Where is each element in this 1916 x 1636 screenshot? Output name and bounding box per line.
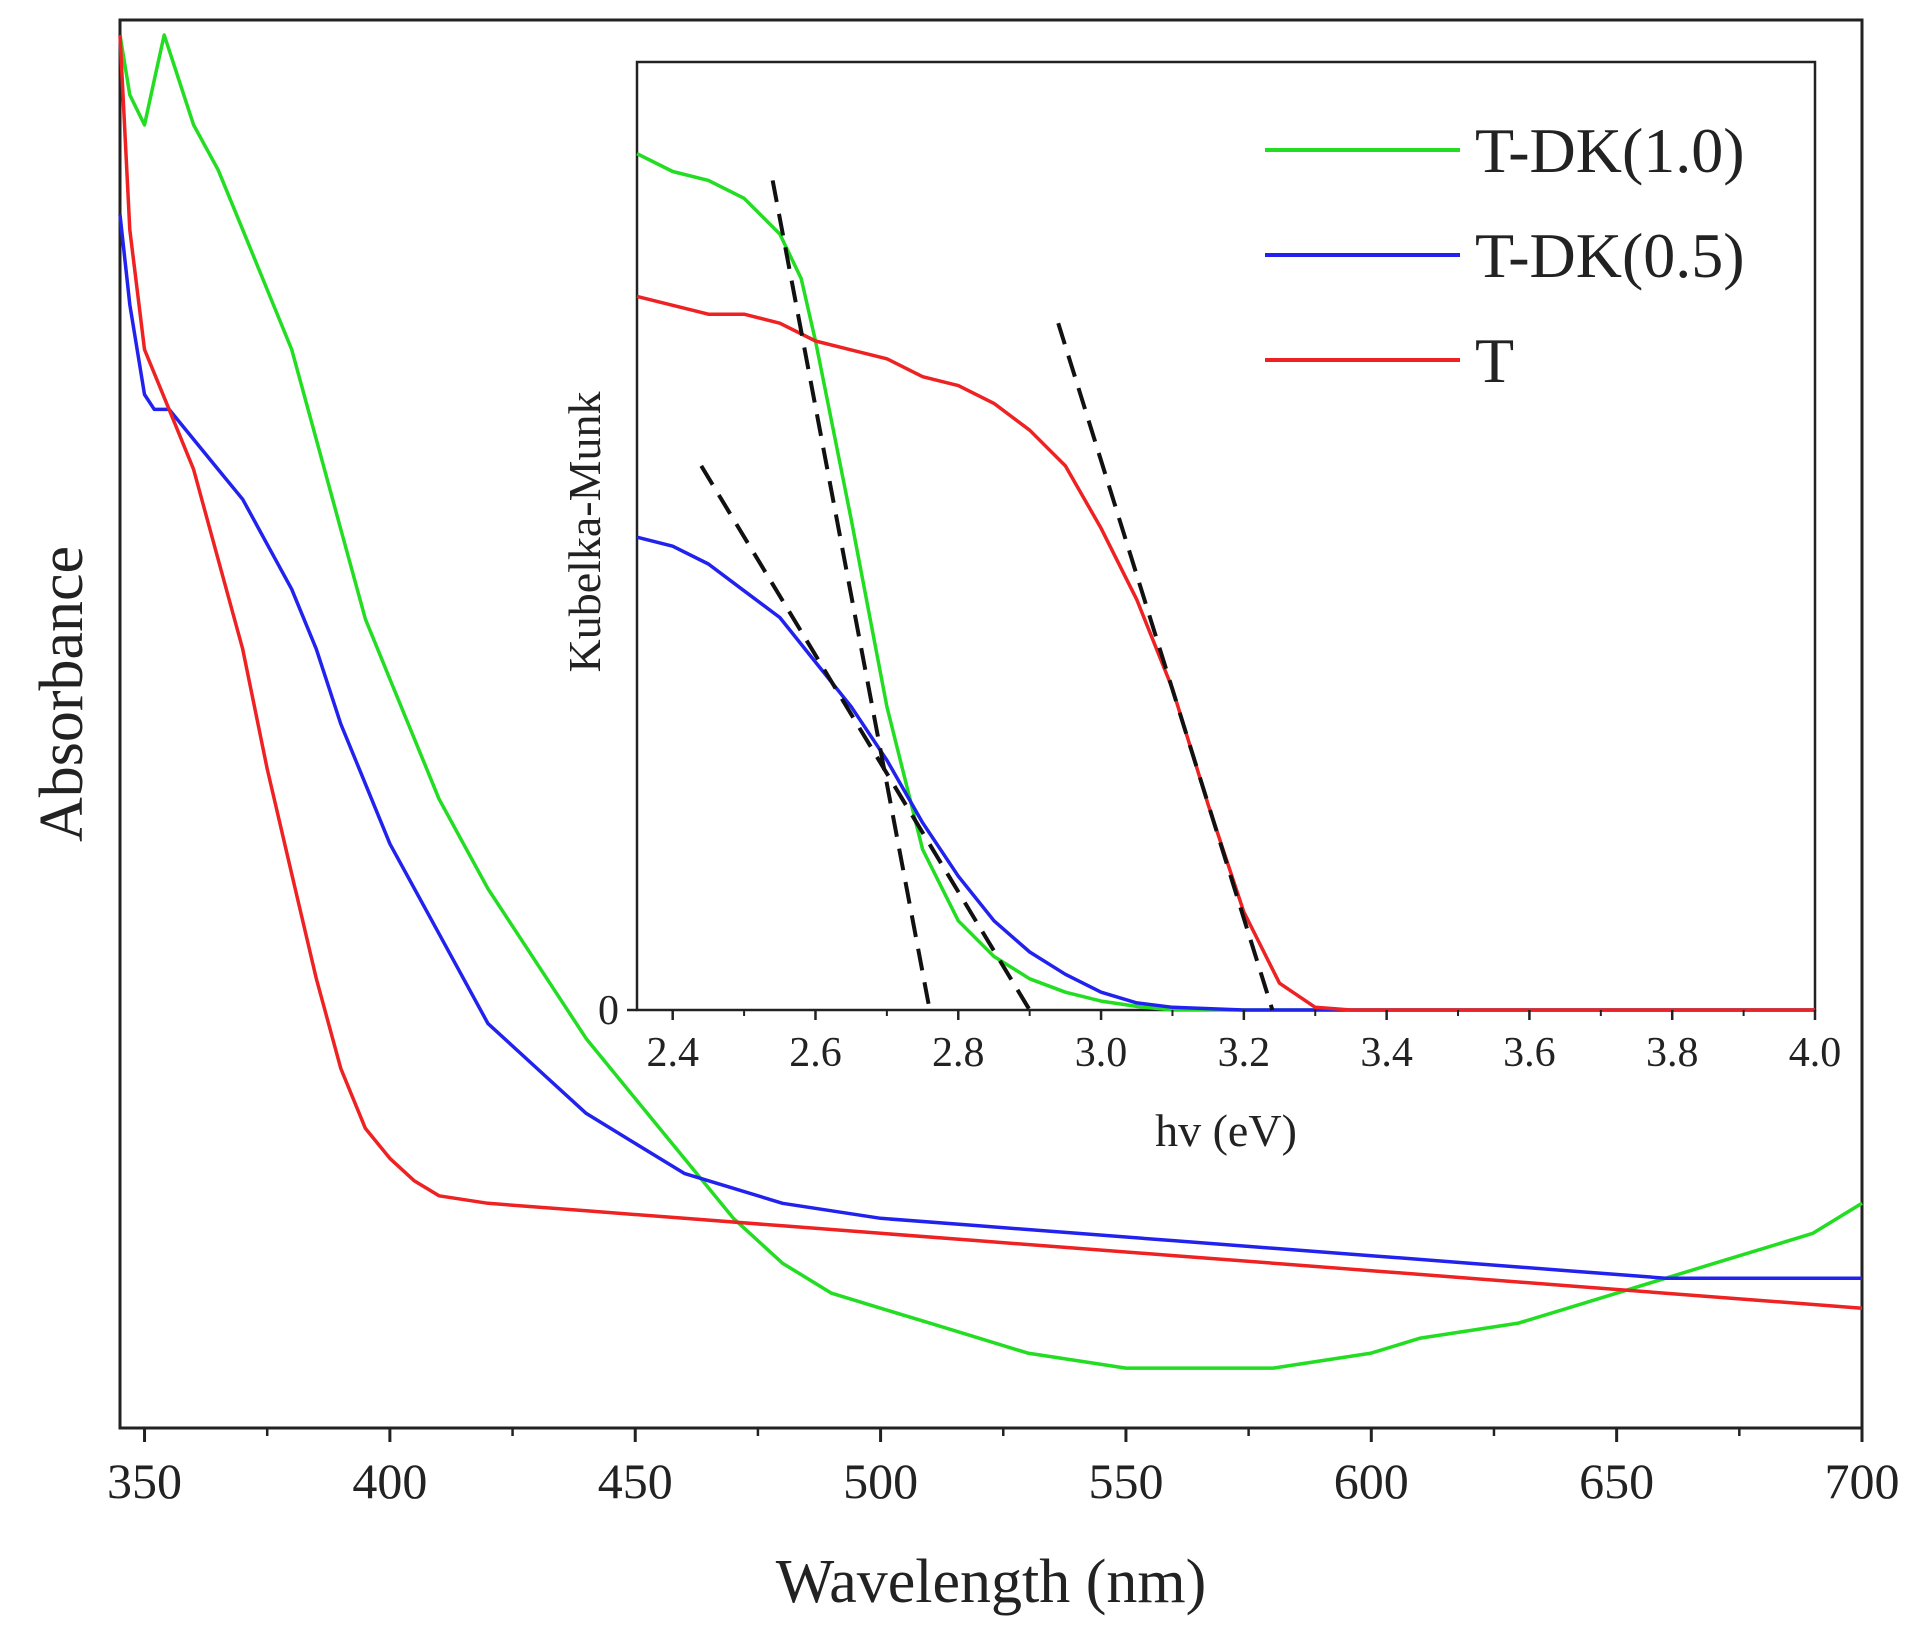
tangent-line-t-dk-0-5-fit [699,464,1032,1012]
legend-label-t: T [1475,325,1514,396]
inset-x-tick-label-3-4: 3.4 [1360,1030,1413,1076]
inset-series-t-dk-1-0 [636,152,1815,1012]
main-x-tick-label-350: 350 [107,1453,182,1509]
inset-x-tick-label-3-6: 3.6 [1503,1030,1556,1076]
inset-series-group [636,152,1815,1012]
main-x-ticks: 350 400 450 500 550 600 650 700 [107,1428,1900,1509]
main-plot: 350 400 450 500 550 600 650 700 Wavelength (nm)… [28,18,1900,1616]
inset-x-tick-label-2-6: 2.6 [789,1030,842,1076]
main-x-axis-title: Wavelength (nm) [776,1548,1207,1616]
inset-y-axis-title: Kubelka-Munk [559,391,610,672]
main-x-tick-label-700: 700 [1825,1453,1900,1509]
inset-tangent-lines [699,180,1275,1012]
legend-label-t-dk-0-5: T-DK(0.5) [1475,220,1745,291]
inset-x-axis-title: hv (eV) [1155,1105,1297,1156]
tangent-line-t-dk-1-0-fit [770,180,932,1011]
main-x-tick-label-550: 550 [1088,1453,1163,1509]
legend: T-DK(1.0) T-DK(0.5) T [1265,115,1745,396]
main-series-t [118,34,1863,1310]
inset-plot: 2.4 2.6 2.8 3.0 3.2 3.4 3.6 3.8 4.0 0 hv (eV) Kub… [559,60,1841,1156]
inset-y-tick-label-0: 0 [598,988,619,1034]
inset-ticks: 2.4 2.6 2.8 3.0 3.2 3.4 3.6 3.8 4.0 0 [598,988,1841,1076]
main-x-tick-label-600: 600 [1334,1453,1409,1509]
inset-plot-frame [635,60,1817,1012]
main-y-axis-title: Absorbance [28,546,96,842]
main-plot-frame [118,18,1864,1430]
inset-x-tick-label-2-4: 2.4 [646,1030,699,1076]
tangent-line-t-fit [1056,322,1275,1011]
inset-series-t-dk-0-5 [636,535,1815,1012]
main-series-group [118,33,1863,1370]
main-x-tick-label-650: 650 [1579,1453,1654,1509]
inset-x-tick-label-3-0: 3.0 [1075,1030,1128,1076]
inset-x-tick-label-3-2: 3.2 [1218,1030,1271,1076]
main-x-tick-label-400: 400 [352,1453,427,1509]
inset-series-t [636,294,1815,1012]
main-x-tick-label-450: 450 [598,1453,673,1509]
main-series-t-dk-0-5 [118,214,1862,1280]
main-series-t-dk-1-0 [118,33,1863,1370]
legend-label-t-dk-1-0: T-DK(1.0) [1475,115,1745,186]
inset-x-tick-label-2-8: 2.8 [932,1030,985,1076]
inset-x-tick-label-3-8: 3.8 [1646,1030,1699,1076]
inset-x-tick-label-4-0: 4.0 [1789,1030,1842,1076]
main-x-tick-label-500: 500 [843,1453,918,1509]
